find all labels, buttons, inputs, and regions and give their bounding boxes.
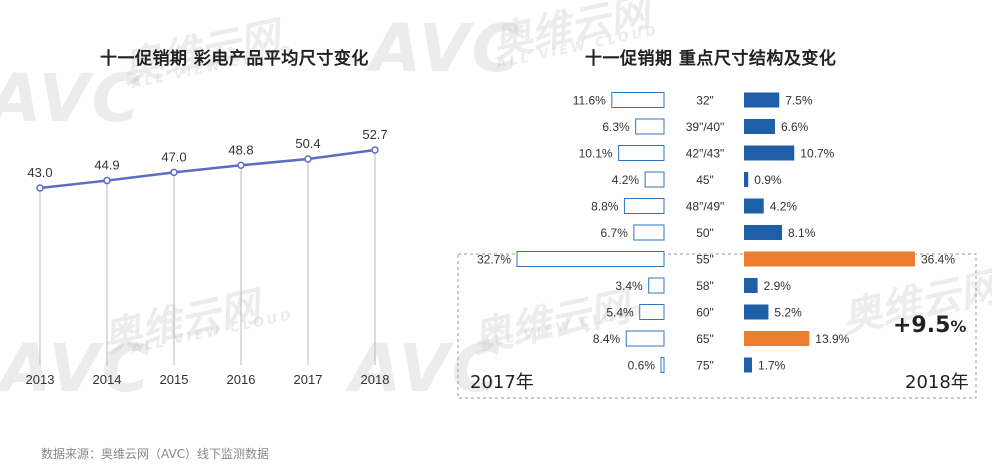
- growth-unit: %: [950, 317, 967, 336]
- series-line: [39, 148, 376, 190]
- x-tick-label: 2018: [361, 372, 390, 387]
- right-chart-title: 十一促销期 重点尺寸结构及变化: [585, 49, 837, 69]
- data-label: 44.9: [94, 158, 119, 173]
- bar-2017: [625, 330, 665, 347]
- x-tick-label: 2013: [26, 372, 55, 387]
- bar-2018-label: 10.7%: [800, 147, 834, 161]
- bar-2017: [648, 277, 665, 294]
- growth-value: +9.5: [893, 313, 951, 338]
- data-point: [304, 155, 312, 163]
- line-chart: 43.0 2013 44.9 2014 47.0 2015 48.8 2016 50.4 2017…: [26, 127, 390, 387]
- data-label: 47.0: [161, 149, 186, 164]
- category-label: 65": [696, 332, 714, 346]
- category-label: 42"/43": [686, 147, 725, 161]
- data-point: [170, 168, 178, 177]
- bar-2018-label: 5.2%: [774, 306, 802, 320]
- category-label: 55": [696, 253, 714, 267]
- legend-year-2018: 2018年: [905, 372, 969, 393]
- data-label: 48.8: [228, 142, 253, 157]
- category-label: 48"/49": [686, 200, 725, 214]
- highlight-dashed-box: [457, 253, 977, 399]
- bar-2017: [644, 171, 665, 188]
- x-tick-label: 2015: [160, 372, 189, 387]
- bar-2018: [744, 172, 749, 187]
- bar-2018-label: 36.4%: [921, 253, 955, 267]
- bar-2018: [744, 198, 764, 214]
- bar-2017-label: 6.7%: [601, 226, 629, 240]
- bar-2017-label: 8.8%: [591, 200, 619, 214]
- bar-2017-label: 0.6%: [628, 359, 656, 373]
- bar-2017-label: 5.4%: [606, 306, 634, 320]
- bar-2018-label: 0.9%: [754, 173, 782, 187]
- bar-2018-highlight: [744, 331, 810, 346]
- bar-2017: [516, 251, 665, 267]
- bar-2018-label: 6.6%: [781, 120, 809, 134]
- x-tick-label: 2016: [227, 372, 256, 387]
- bar-2018-highlight: [744, 251, 915, 267]
- x-tick-label: 2014: [93, 372, 122, 387]
- bar-2017: [618, 145, 665, 161]
- bar-2017-label: 32.7%: [477, 253, 511, 267]
- data-label: 43.0: [27, 165, 52, 180]
- bar-2018-label: 8.1%: [788, 226, 816, 240]
- bar-2017: [639, 304, 665, 320]
- category-label: 39"/40": [686, 120, 725, 134]
- bar-2018: [744, 225, 783, 240]
- bar-2018-label: 13.9%: [815, 332, 849, 346]
- bar-2018: [744, 357, 752, 373]
- data-point: [237, 161, 245, 170]
- category-label: 58": [696, 279, 714, 293]
- bar-2017: [633, 224, 665, 241]
- data-point: [103, 176, 111, 185]
- bar-2018-label: 1.7%: [758, 359, 786, 373]
- data-label: 50.4: [295, 136, 320, 151]
- bar-2017: [611, 92, 665, 108]
- category-label: 50": [696, 226, 714, 240]
- data-point: [371, 146, 379, 154]
- data-source-note: 数据来源：奥维云网（AVC）线下监测数据: [41, 447, 270, 461]
- bar-2018: [744, 119, 776, 134]
- legend-year-2017: 2017年: [470, 372, 534, 393]
- category-label: 45": [696, 173, 714, 187]
- bar-2018: [744, 304, 769, 320]
- bar-2017-label: 8.4%: [593, 332, 621, 346]
- bar-2017-label: 4.2%: [612, 173, 640, 187]
- data-point: [36, 184, 44, 192]
- bar-2017-label: 10.1%: [579, 147, 613, 161]
- bar-2018-label: 7.5%: [785, 94, 813, 108]
- butterfly-bar-chart: 11.6% 32" 7.5% 6.3% 39"/40" 6.6% 10.1% 42"/43" 1…: [477, 92, 955, 373]
- bar-2018-label: 2.9%: [764, 279, 792, 293]
- bar-2018: [744, 278, 758, 293]
- x-tick-label: 2017: [294, 372, 323, 387]
- bar-2017-label: 6.3%: [602, 120, 630, 134]
- category-label: 60": [696, 306, 714, 320]
- bar-2017-label: 11.6%: [573, 94, 606, 108]
- data-label: 52.7: [362, 127, 387, 142]
- left-chart-title: 十一促销期 彩电产品平均尺寸变化: [100, 49, 369, 69]
- bar-2017-label: 3.4%: [615, 279, 643, 293]
- bar-2018: [744, 145, 795, 161]
- bar-2018: [744, 92, 780, 108]
- bar-2017: [623, 198, 665, 214]
- category-label: 32": [696, 94, 714, 108]
- bar-2017: [660, 357, 665, 373]
- growth-callout: +9.5%: [893, 313, 966, 338]
- category-label: 75": [696, 359, 714, 373]
- bar-2018-label: 4.2%: [770, 200, 798, 214]
- bar-2017: [635, 118, 665, 135]
